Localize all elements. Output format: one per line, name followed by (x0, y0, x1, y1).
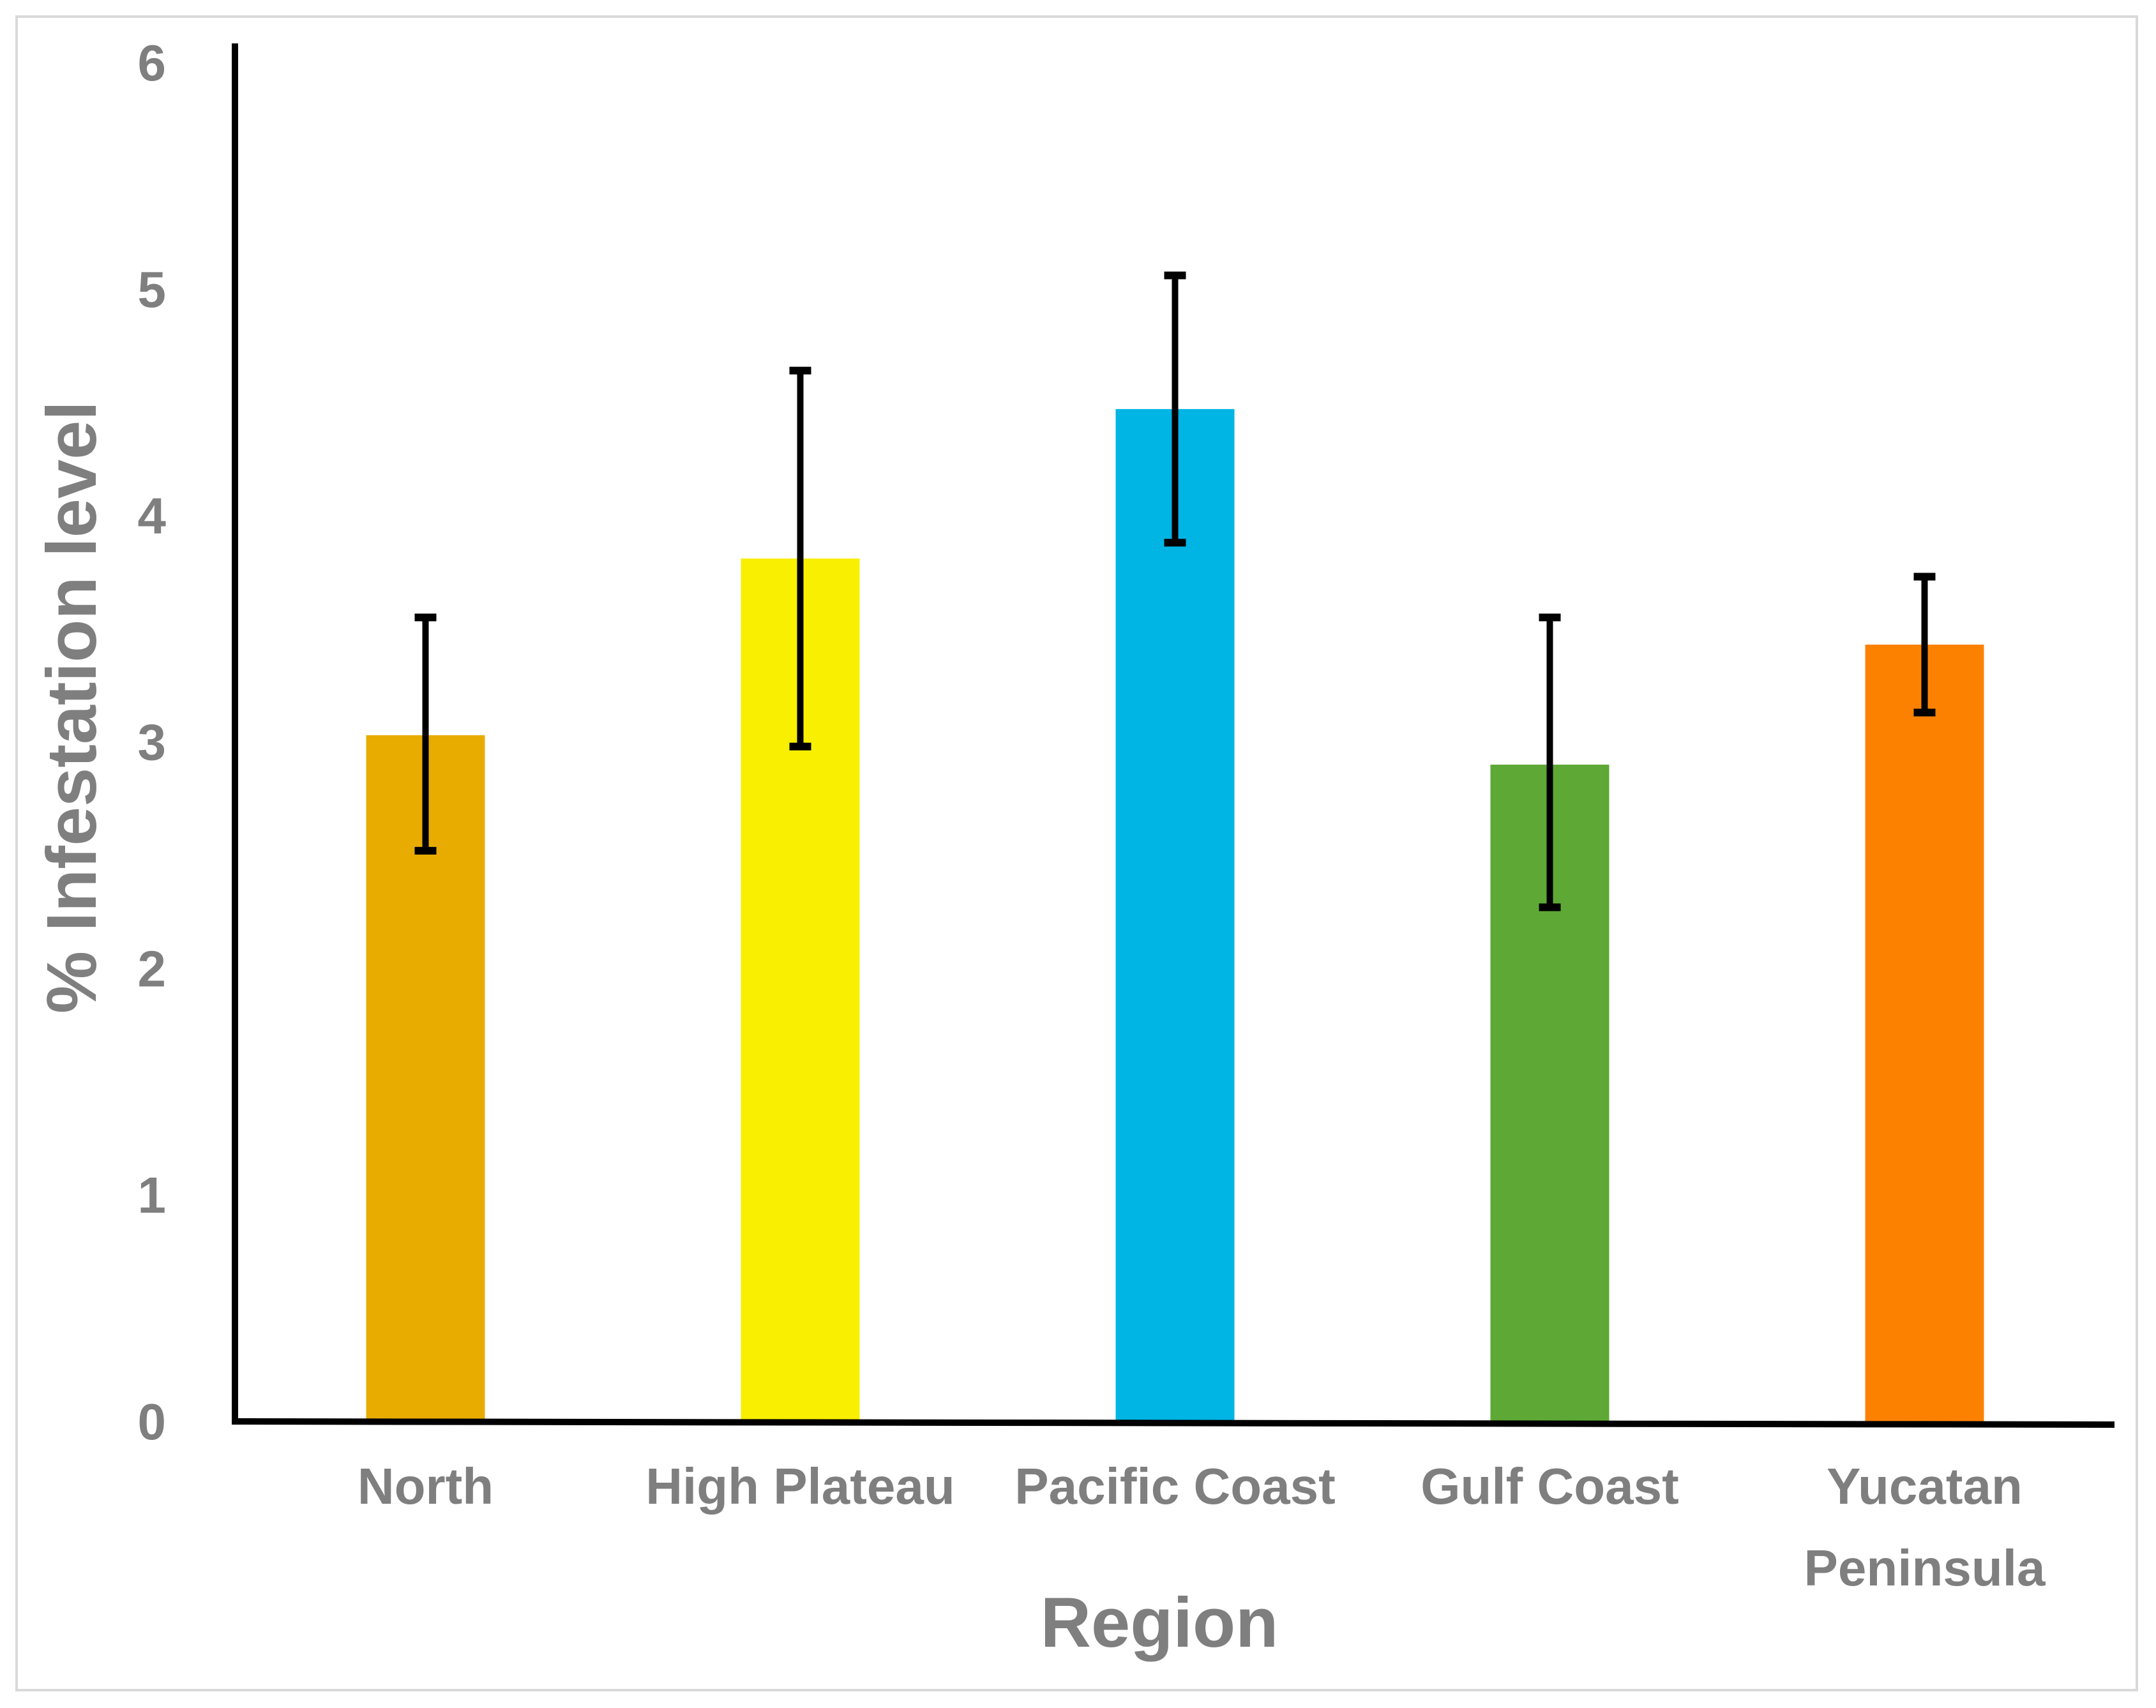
bar (1865, 644, 1984, 1422)
chart-frame: 0 1 2 3 4 5 6 North High Plateau Pacific Coast Gu… (15, 15, 2138, 1691)
x-axis-line (231, 1418, 2115, 1428)
y-tick-label: 3 (138, 714, 167, 771)
y-tick-label: 2 (138, 940, 167, 997)
x-tick-label: Yucatan (1827, 1458, 2023, 1515)
x-axis-title: Region (1041, 1584, 1279, 1662)
x-tick-label: Peninsula (1804, 1539, 2046, 1596)
x-tick-label: High Plateau (645, 1458, 955, 1515)
y-tick-label: 1 (138, 1167, 167, 1224)
x-tick-label: Gulf Coast (1421, 1458, 1678, 1515)
bar (1115, 408, 1235, 1421)
x-tick-label: Pacific Coast (1014, 1458, 1335, 1515)
x-tick-label: North (358, 1458, 494, 1515)
bar-chart: 0 1 2 3 4 5 6 North High Plateau Pacific Coast Gu… (33, 34, 2115, 1662)
y-tick-label: 5 (138, 261, 167, 318)
y-tick-label: 0 (138, 1393, 167, 1450)
y-tick-label: 4 (138, 488, 167, 544)
y-axis-title: % Infestation level (33, 401, 111, 1014)
y-tick-label: 6 (138, 34, 167, 91)
